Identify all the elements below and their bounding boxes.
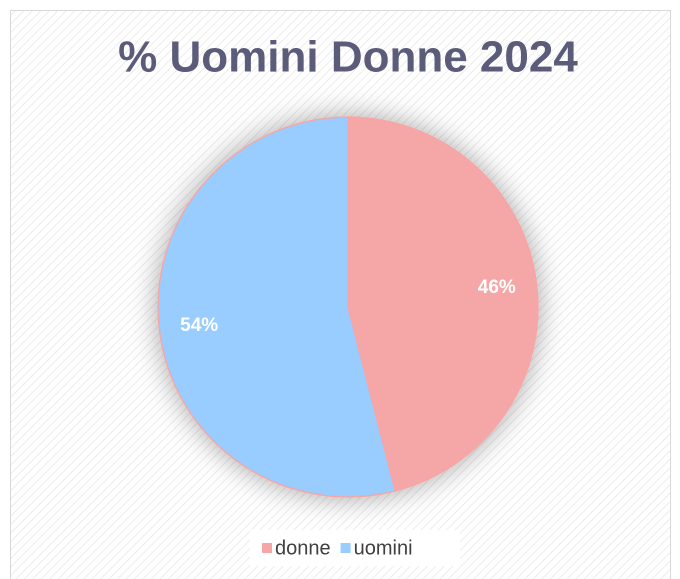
labels: 46% 54% xyxy=(180,277,516,336)
chart-title: % Uomini Donne 2024 xyxy=(118,33,578,82)
legend-label: donne xyxy=(275,537,331,559)
pie xyxy=(157,116,539,498)
legend-swatch xyxy=(262,543,272,553)
pie-slice xyxy=(157,116,397,498)
legend-label: uomini xyxy=(354,537,413,559)
pie-slice xyxy=(347,116,539,492)
legend: donne uomini xyxy=(262,537,413,559)
legend-swatch xyxy=(340,543,351,553)
data-label: 54% xyxy=(180,315,218,336)
data-label: 46% xyxy=(478,277,516,298)
legend-box xyxy=(250,530,460,566)
